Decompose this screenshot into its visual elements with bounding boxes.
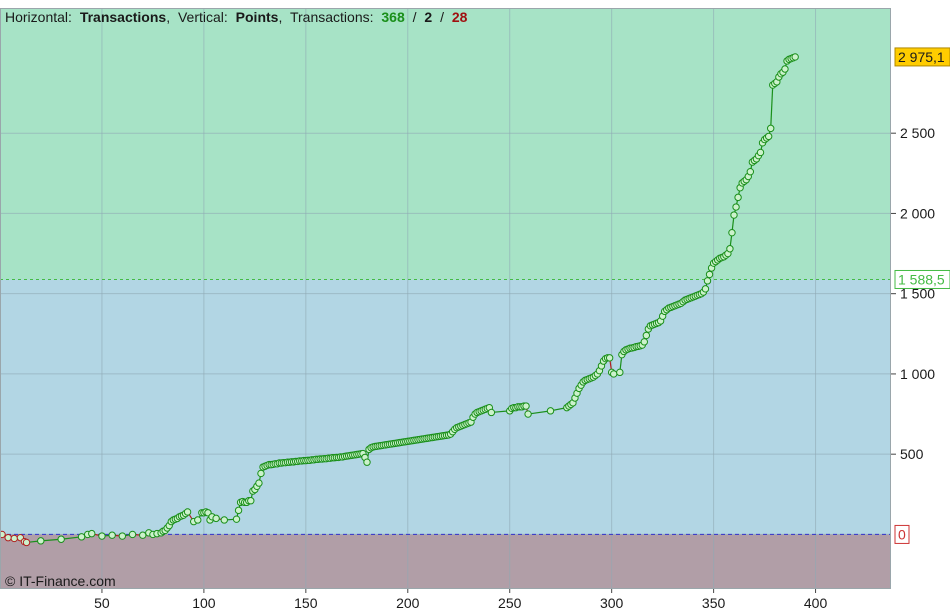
transactions-win-count: 368 bbox=[381, 9, 405, 25]
trade-marker bbox=[791, 53, 799, 61]
trade-marker bbox=[703, 277, 712, 285]
trade-marker bbox=[194, 516, 202, 524]
x-tick-label: 100 bbox=[192, 595, 216, 609]
trade-marker bbox=[546, 407, 555, 415]
horizontal-label: Horizontal: bbox=[5, 9, 72, 25]
trade-marker bbox=[57, 535, 65, 543]
trade-marker bbox=[734, 193, 742, 202]
trade-marker bbox=[10, 534, 18, 543]
y-tick-label: 500 bbox=[900, 446, 924, 462]
transactions-loss-count: 28 bbox=[452, 9, 468, 25]
x-tick-label: 350 bbox=[702, 595, 726, 609]
transactions-label: Transactions: bbox=[290, 9, 374, 25]
trade-marker bbox=[728, 228, 736, 237]
x-tick-label: 150 bbox=[294, 595, 318, 609]
x-tick-label: 50 bbox=[94, 595, 110, 609]
header-comma-2: , bbox=[278, 9, 282, 25]
trade-marker bbox=[616, 368, 624, 377]
trade-marker bbox=[234, 506, 243, 515]
y-tick-label: 2 500 bbox=[900, 125, 935, 141]
trade-marker bbox=[640, 338, 648, 346]
threshold-value-background bbox=[894, 269, 950, 289]
transactions-separator-2: / bbox=[440, 9, 444, 25]
trade-marker bbox=[605, 354, 614, 362]
zero-value-text: 0 bbox=[898, 526, 906, 542]
trade-marker bbox=[247, 497, 255, 505]
trade-marker bbox=[746, 168, 755, 176]
vertical-label: Vertical: bbox=[178, 9, 228, 25]
equity-segment bbox=[770, 85, 774, 129]
trade-marker bbox=[98, 532, 106, 540]
horizontal-value: Transactions bbox=[80, 9, 167, 25]
trade-marker bbox=[610, 370, 618, 378]
x-tick-label: 400 bbox=[804, 595, 828, 609]
loss-zone bbox=[0, 534, 891, 589]
trade-marker bbox=[257, 469, 265, 478]
trade-marker bbox=[726, 245, 734, 253]
trade-marker bbox=[88, 529, 96, 538]
trade-marker bbox=[732, 203, 740, 211]
trade-marker bbox=[781, 65, 789, 73]
x-tick-label: 250 bbox=[498, 595, 522, 609]
x-tick-label: 200 bbox=[396, 595, 420, 609]
trade-marker bbox=[705, 270, 714, 279]
vertical-value: Points bbox=[236, 9, 279, 25]
x-axis-ticks: 50 100 150 200 250 300 350 400 bbox=[94, 589, 827, 609]
trade-marker bbox=[522, 402, 530, 410]
trade-marker bbox=[183, 508, 192, 516]
trade-marker bbox=[37, 537, 45, 545]
trade-marker bbox=[4, 533, 12, 542]
trade-marker bbox=[128, 530, 137, 539]
trade-marker bbox=[701, 285, 710, 293]
profit-zone bbox=[0, 8, 891, 280]
band-zone bbox=[0, 279, 891, 535]
trade-marker bbox=[767, 124, 775, 133]
trade-marker bbox=[77, 533, 86, 541]
trade-marker bbox=[764, 132, 773, 141]
trade-marker bbox=[255, 479, 263, 487]
trade-marker bbox=[118, 532, 127, 540]
threshold-value-text: 1 588,5 bbox=[898, 271, 945, 287]
background-zones bbox=[0, 8, 891, 589]
trade-marker bbox=[0, 530, 6, 539]
y-axis-ticks: 500 1 000 1 500 2 000 2 500 bbox=[891, 125, 935, 462]
x-tick-label: 300 bbox=[600, 595, 624, 609]
header-comma-1: , bbox=[166, 9, 170, 25]
y-tick-label: 1 500 bbox=[900, 286, 935, 302]
trade-marker bbox=[730, 211, 738, 219]
threshold-value-label: 1 588,5 bbox=[894, 269, 950, 289]
trade-marker bbox=[363, 458, 371, 466]
trade-marker bbox=[212, 514, 220, 523]
chart-header: Horizontal: Transactions, Vertical: Poin… bbox=[5, 9, 468, 25]
trade-marker bbox=[642, 331, 651, 340]
y-tick-label: 1 000 bbox=[900, 366, 935, 382]
transactions-even-count: 2 bbox=[424, 9, 432, 25]
trade-markers bbox=[0, 53, 799, 547]
grid-lines bbox=[0, 8, 891, 589]
watermark: © IT-Finance.com bbox=[5, 573, 116, 589]
trade-marker bbox=[22, 538, 31, 547]
trade-marker bbox=[487, 408, 496, 417]
zero-value-background bbox=[894, 524, 910, 544]
trade-marker bbox=[524, 410, 532, 418]
last-value-label: 2 975,1 bbox=[894, 47, 950, 67]
trade-marker bbox=[220, 516, 228, 524]
equity-segment bbox=[527, 410, 551, 415]
trade-marker bbox=[108, 531, 116, 539]
trade-marker bbox=[232, 515, 241, 523]
zero-value-label: 0 bbox=[894, 524, 910, 544]
y-tick-label: 2 000 bbox=[900, 205, 935, 221]
trade-marker bbox=[139, 531, 147, 539]
plot-border bbox=[0, 8, 891, 589]
last-value-text: 2 975,1 bbox=[898, 49, 945, 65]
trade-marker bbox=[756, 148, 765, 157]
last-value-background bbox=[894, 47, 950, 67]
transactions-separator-1: / bbox=[413, 9, 417, 25]
